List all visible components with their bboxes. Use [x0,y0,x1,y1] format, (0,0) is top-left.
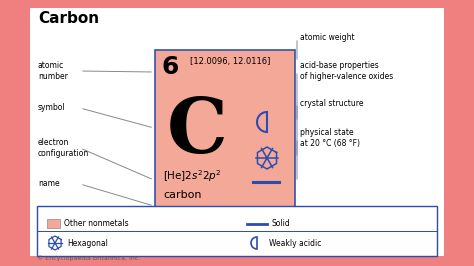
Text: Solid: Solid [272,219,291,228]
Bar [155,50,295,218]
Text: name: name [38,180,60,189]
Text: atomic
number: atomic number [38,61,68,81]
Text: physical state
at 20 °C (68 °F): physical state at 20 °C (68 °F) [300,128,360,148]
Text: C: C [167,95,228,169]
Text: [12.0096, 12.0116]: [12.0096, 12.0116] [190,57,270,66]
Text: acid-base properties
of higher-valence oxides: acid-base properties of higher-valence o… [300,61,393,81]
Text: [He]2$s^2$2$p^2$: [He]2$s^2$2$p^2$ [163,168,222,184]
Text: electron
configuration: electron configuration [38,138,89,158]
Bar [47,219,60,228]
Text: crystal structure: crystal structure [300,98,364,107]
Text: Carbon: Carbon [38,11,99,26]
Text: Hexagonal: Hexagonal [67,239,108,247]
Text: Other nonmetals: Other nonmetals [64,219,128,228]
Text: © Encyclopaedia Britannica, Inc.: © Encyclopaedia Britannica, Inc. [37,255,140,261]
Bar [30,8,444,256]
Text: 6: 6 [162,55,179,79]
Text: Weakly acidic: Weakly acidic [269,239,321,247]
Text: atomic weight: atomic weight [300,34,355,43]
Bar [37,206,437,256]
Text: symbol: symbol [38,103,65,113]
Text: carbon: carbon [163,190,201,200]
